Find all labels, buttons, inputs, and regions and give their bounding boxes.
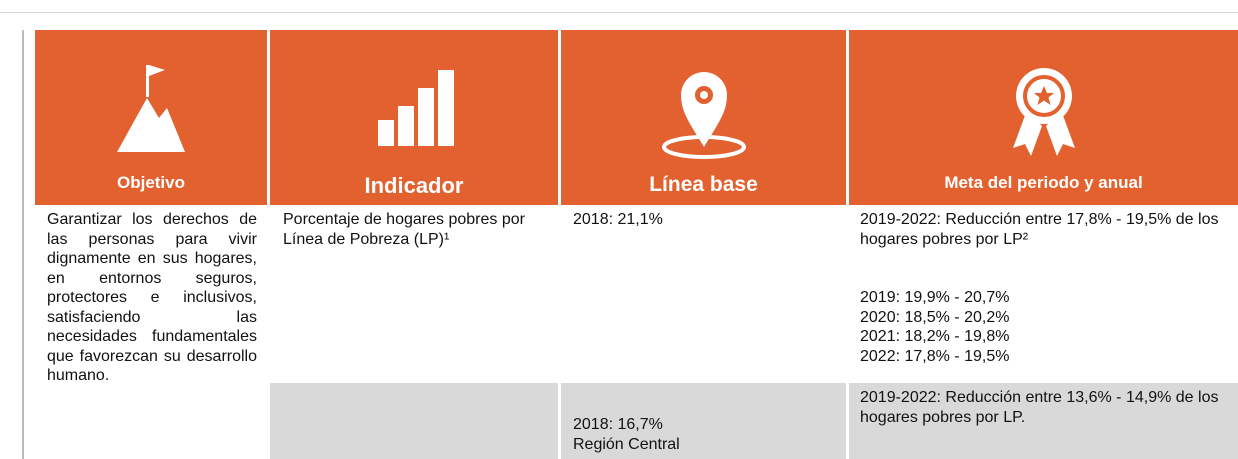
- goal-text: 2019-2022: Reducción entre 17,8% - 19,5%…: [860, 211, 1219, 248]
- goal-text: 2019-2022: Reducción entre 13,6% - 14,9%…: [860, 389, 1219, 426]
- mountain-icon: [117, 65, 185, 152]
- row-bg: [561, 383, 846, 459]
- award-icon: [1013, 68, 1075, 156]
- left-rule: [22, 30, 24, 459]
- annual-item: 2021: 18,2% - 19,8%: [860, 328, 1010, 345]
- objective-text: Garantizar los derechos de las personas …: [47, 211, 257, 384]
- top-rule: [0, 12, 1238, 13]
- header-cell: Indicador: [270, 30, 558, 205]
- baseline-text: 2018: 16,7% Región Central: [573, 415, 838, 454]
- header-cell: Objetivo: [35, 30, 267, 205]
- annual-item: 2020: 18,5% - 20,2%: [860, 308, 1010, 326]
- header-cell: Línea base: [561, 30, 846, 205]
- pin-icon: [662, 72, 746, 159]
- baseline-line: Región Central: [573, 435, 680, 453]
- row-bg: [849, 383, 1238, 459]
- bars-icon: [378, 70, 454, 146]
- annual-item: 2022: 17,8% - 19,5%: [860, 347, 1010, 365]
- baseline-text: 2018: 21,1%: [573, 211, 663, 228]
- annual-item: 2019: 19,9% - 20,7%: [860, 289, 1010, 306]
- header-label: Objetivo: [116, 173, 185, 192]
- row-bg: [270, 383, 558, 459]
- indicator-text: Porcentaje de hogares pobres por Línea d…: [283, 211, 525, 248]
- header-label: Línea base: [649, 173, 758, 196]
- header-cell: Meta del periodo y anual: [849, 30, 1238, 205]
- header-label: Meta del periodo y anual: [944, 173, 1143, 192]
- baseline-line: 2018: 16,7%: [573, 416, 663, 433]
- annual-list: 2019: 19,9% - 20,7% 2020: 18,5% - 20,2% …: [860, 288, 1238, 366]
- header-label: Indicador: [364, 173, 464, 198]
